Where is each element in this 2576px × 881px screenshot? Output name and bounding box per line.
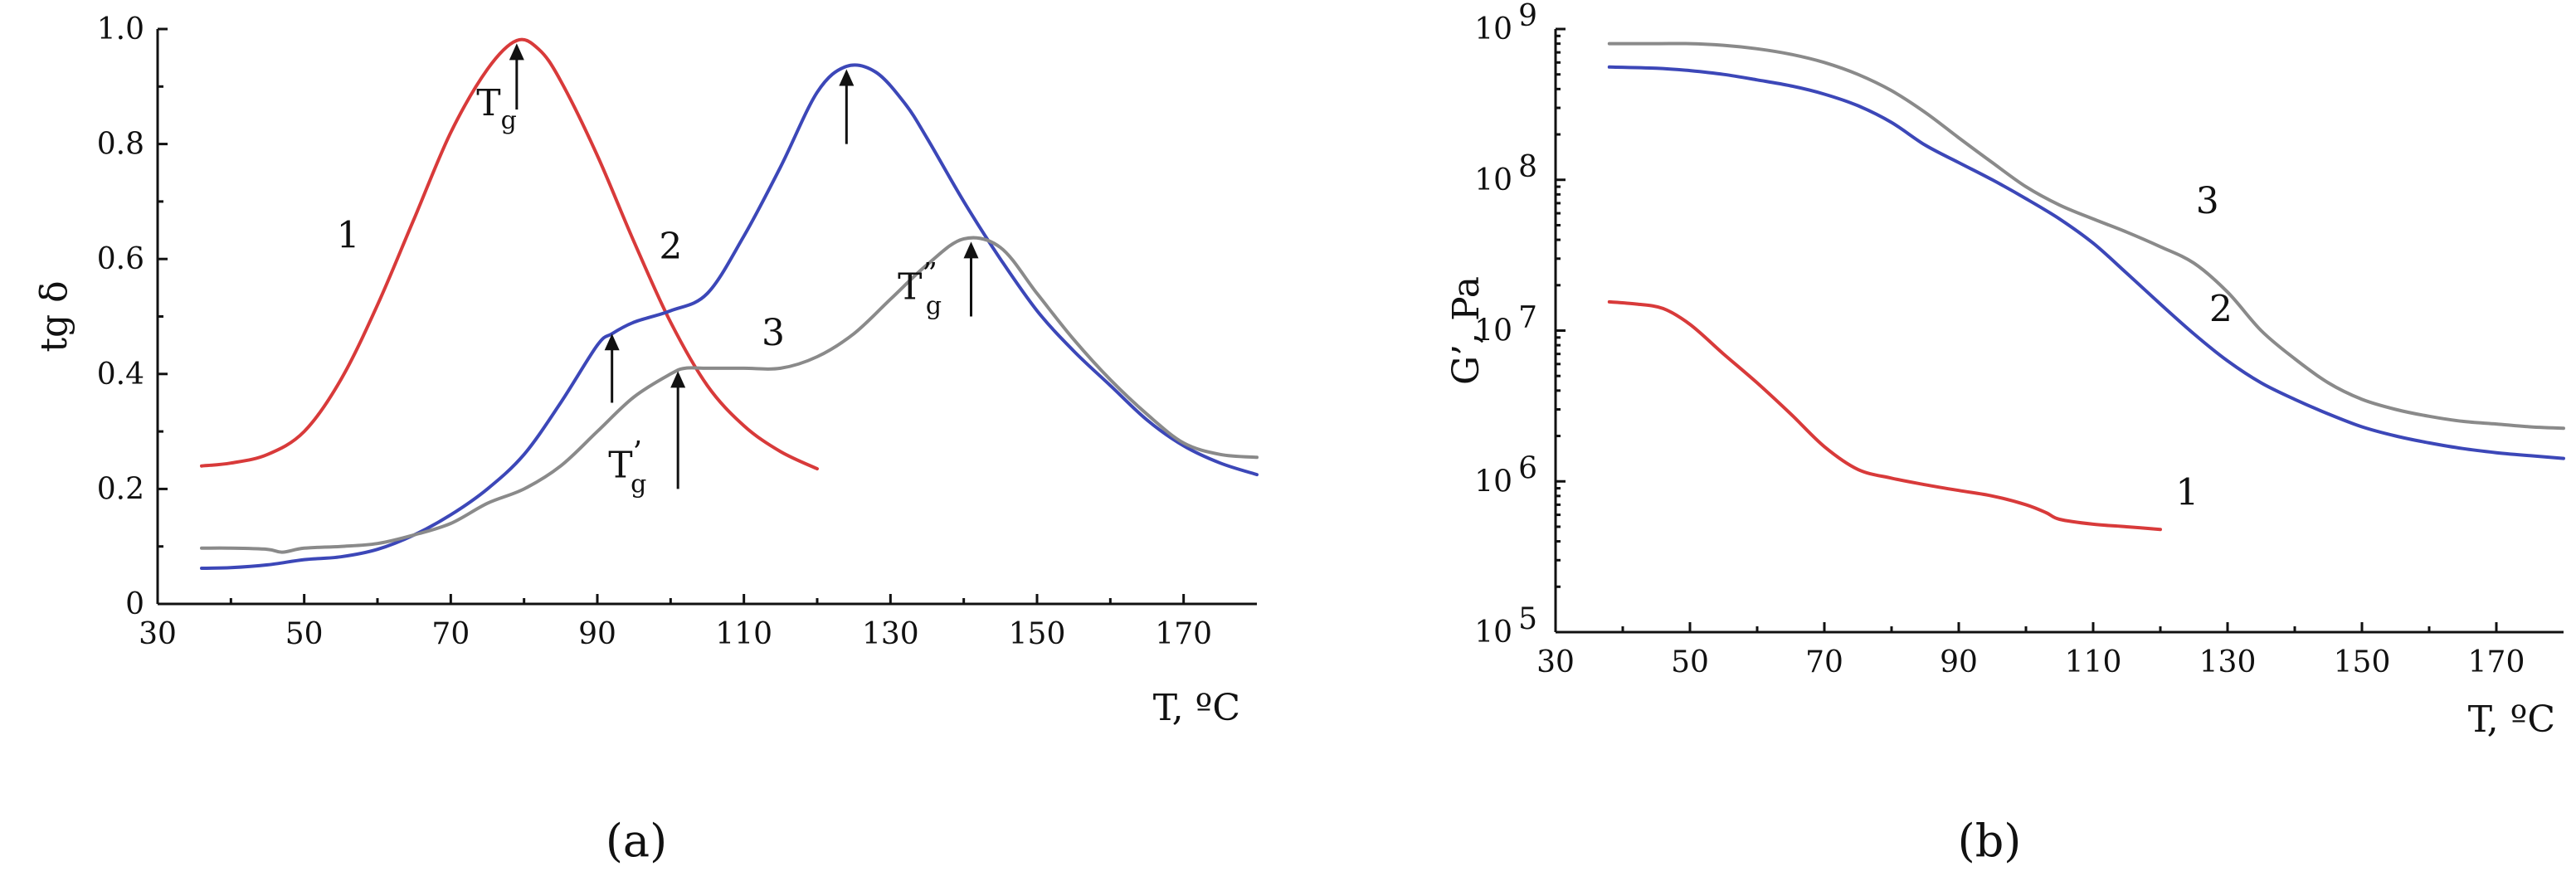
y-tick-label: 0.8 [97, 128, 144, 162]
y-tick-label: 10 [1474, 163, 1512, 197]
y-axis-label: tg δ [33, 280, 75, 352]
y-tick-label: 10 [1474, 12, 1512, 46]
series-1-line [1607, 299, 2162, 532]
y-tick-exponent: 9 [1518, 0, 1537, 33]
transition-arrow [839, 69, 855, 144]
tg-label-main: T [608, 445, 632, 487]
series-3-line [1607, 41, 2565, 431]
series-2-line [1607, 65, 2565, 460]
panel-a-chart: 30 50 70 90 110 130 150 170 0 0.2 0.4 0.6 0.8 1.0 T, º… [33, 12, 1259, 729]
tg-label-subscript: g [501, 106, 517, 135]
y-tick-base: 10 [1474, 12, 1512, 46]
x-axis-label: T, ºC [2468, 698, 2555, 741]
panel-a-label: (a) [606, 815, 667, 867]
y-tick-exponent: 8 [1518, 150, 1537, 184]
x-tick-label: 110 [715, 617, 772, 651]
y-tick-label: 1.0 [97, 12, 144, 46]
curve-label-3: 3 [2196, 180, 2219, 222]
y-tick-base: 10 [1474, 163, 1512, 197]
curve-label-1: 1 [2175, 471, 2199, 514]
x-tick-label: 90 [1940, 645, 1978, 679]
curve-label-2: 2 [2209, 288, 2233, 330]
transition-arrow [670, 371, 686, 489]
y-tick-label: 0.2 [97, 472, 144, 506]
y-tick-exponent: 6 [1518, 451, 1537, 485]
series-3-line [200, 236, 1259, 554]
x-axis-label: T, ºC [1153, 687, 1240, 729]
x-tick-label: 150 [2334, 645, 2391, 679]
arrow-head [839, 69, 855, 86]
x-tick-label: 90 [578, 617, 616, 651]
curve-label-2: 2 [659, 226, 682, 268]
y-tick-label: 10 [1474, 616, 1512, 650]
tg-label-prime: ’ [633, 436, 642, 470]
x-tick-label: 50 [285, 617, 324, 651]
y-axis-label: G’, Pa [1445, 276, 1488, 385]
y-tick-label: 10 [1474, 465, 1512, 499]
x-tick-label: 50 [1671, 645, 1709, 679]
y-tick-label: 0.4 [97, 358, 144, 392]
tg-label-prime: ” [923, 258, 937, 292]
x-tick-label: 30 [139, 617, 177, 651]
glass-transition-label: T’ g [608, 436, 646, 499]
y-tick-base: 10 [1474, 314, 1512, 348]
y-tick-label: 10 [1474, 314, 1512, 348]
y-tick-base: 10 [1474, 465, 1512, 499]
arrow-head [604, 333, 620, 351]
y-tick-exponent: 5 [1518, 602, 1537, 636]
x-tick-label: 130 [2199, 645, 2257, 679]
series-2-line [200, 63, 1259, 570]
x-tick-label: 170 [2468, 645, 2525, 679]
tg-label-subscript: g [926, 292, 942, 321]
panel-b-label: (b) [1958, 815, 2022, 867]
glass-transition-label: T” g [898, 258, 942, 321]
arrow-head [963, 241, 979, 259]
tg-label-subscript: g [631, 470, 646, 499]
glass-transition-label: Tg [476, 82, 517, 135]
arrow-head [670, 371, 686, 388]
transition-arrow [509, 43, 524, 110]
x-tick-label: 30 [1536, 645, 1575, 679]
transition-arrow [963, 241, 979, 317]
series-1-line [200, 37, 819, 471]
x-tick-label: 130 [862, 617, 919, 651]
x-tick-label: 70 [1805, 645, 1843, 679]
curve-label-3: 3 [762, 312, 785, 354]
y-tick-label: 0 [125, 587, 144, 621]
curve-label-1: 1 [337, 214, 360, 256]
x-tick-label: 70 [431, 617, 470, 651]
tg-label-main: T [898, 266, 922, 309]
y-tick-label: 0.6 [97, 242, 144, 276]
y-tick-base: 10 [1474, 616, 1512, 650]
arrow-head [509, 43, 524, 61]
transition-arrow [604, 333, 620, 403]
x-tick-label: 110 [2065, 645, 2122, 679]
y-tick-exponent: 7 [1518, 301, 1537, 335]
x-tick-label: 150 [1009, 617, 1066, 651]
tg-label-main: T [476, 82, 500, 124]
x-tick-label: 170 [1155, 617, 1212, 651]
